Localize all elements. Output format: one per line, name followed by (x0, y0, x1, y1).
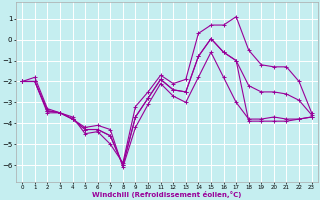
X-axis label: Windchill (Refroidissement éolien,°C): Windchill (Refroidissement éolien,°C) (92, 191, 242, 198)
